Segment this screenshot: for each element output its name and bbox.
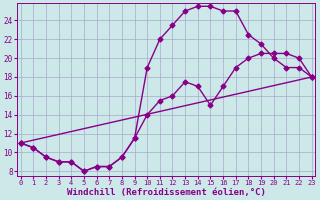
X-axis label: Windchill (Refroidissement éolien,°C): Windchill (Refroidissement éolien,°C) xyxy=(67,188,266,197)
